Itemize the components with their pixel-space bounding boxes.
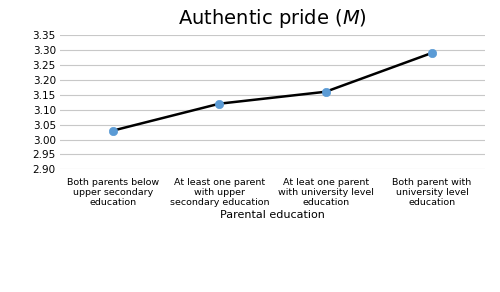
X-axis label: Parental education: Parental education bbox=[220, 210, 325, 220]
Title: Authentic pride ($M$): Authentic pride ($M$) bbox=[178, 7, 367, 30]
